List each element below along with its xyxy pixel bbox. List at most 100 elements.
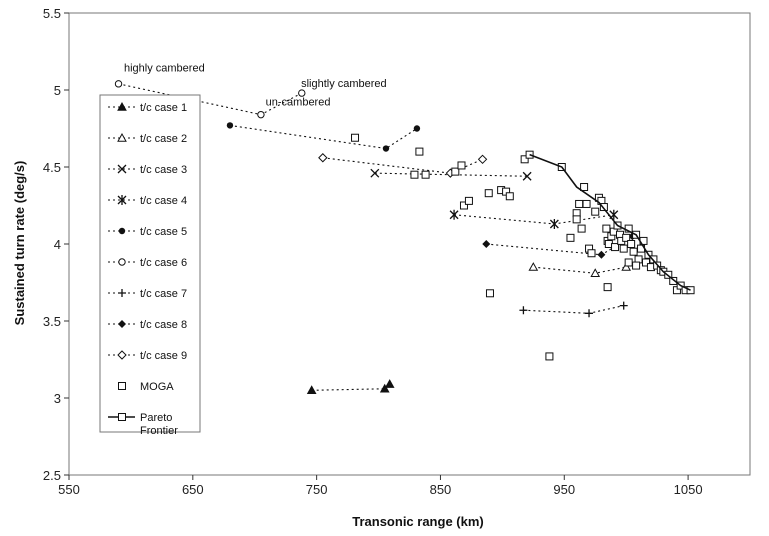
data-point: [410, 170, 419, 179]
data-point: [505, 192, 514, 201]
data-point: [298, 89, 306, 97]
data-point: [619, 244, 628, 253]
series-t-c-case-6: [114, 80, 306, 119]
data-point: [629, 247, 638, 256]
series-t-c-case-2: [528, 262, 632, 277]
data-point: [449, 209, 459, 220]
marker-stroke: [549, 218, 559, 229]
data-point: [528, 262, 539, 271]
data-point: [572, 215, 581, 224]
data-point: [545, 352, 554, 361]
data-point: [482, 240, 491, 248]
data-point: [520, 155, 529, 164]
series-line: [322, 157, 483, 174]
series-line: [311, 383, 391, 391]
data-point: [370, 168, 380, 178]
x-tick-label: 750: [306, 482, 328, 497]
annotation-label: slightly cambered: [301, 78, 387, 90]
legend-label: MOGA: [140, 381, 174, 393]
data-point: [257, 110, 265, 119]
legend-label: t/c case 6: [140, 257, 187, 269]
legend-marker: [117, 132, 127, 142]
y-tick-label: 5.5: [43, 6, 61, 21]
data-point: [611, 243, 620, 252]
x-tick-label: 1050: [674, 482, 703, 497]
y-tick-label: 4: [54, 237, 61, 252]
x-tick-label: 650: [182, 482, 204, 497]
y-tick-label: 3.5: [43, 314, 61, 329]
legend-entry: t/c case 2: [108, 132, 187, 145]
data-point: [566, 233, 575, 242]
legend-label: t/c case 8: [140, 319, 187, 331]
marker-stroke: [370, 168, 380, 178]
annotation-label: highly cambered: [124, 63, 205, 75]
data-point: [351, 133, 360, 142]
legend-entry: t/c case 7: [108, 288, 187, 300]
data-point: [603, 283, 612, 292]
marker-stroke: [117, 195, 127, 205]
marker-stroke: [449, 209, 459, 220]
legend-marker: [117, 195, 127, 205]
data-point: [587, 249, 596, 258]
data-point: [384, 379, 395, 388]
legend-entry: t/c case 8: [108, 319, 187, 331]
series-line: [529, 153, 691, 291]
data-point: [549, 218, 559, 229]
marker-stroke: [519, 306, 528, 315]
legend-marker: [118, 413, 126, 421]
data-point: [477, 154, 488, 165]
data-point: [580, 183, 589, 192]
data-point: [306, 385, 317, 394]
series-line: [454, 214, 614, 225]
legend-entry: t/c case 6: [108, 257, 187, 269]
data-point: [585, 309, 594, 318]
legend-label: t/c case 1: [140, 102, 187, 114]
data-point: [318, 153, 328, 163]
series-line: [533, 266, 627, 274]
annotation-label: un-cambered: [266, 96, 331, 108]
series-t-c-case-5: [226, 122, 421, 152]
legend-label: t/c case 5: [140, 226, 187, 238]
series-t-c-case-1: [306, 379, 395, 394]
legend-label: Frontier: [140, 425, 178, 437]
data-point: [451, 167, 460, 176]
data-point: [519, 306, 528, 315]
marker-stroke: [619, 301, 628, 310]
data-point: [669, 276, 678, 285]
legend-entry: t/c case 4: [108, 195, 187, 207]
series-pareto-frontier: [529, 153, 691, 291]
data-point: [597, 250, 606, 259]
data-point: [484, 189, 493, 198]
axes: 550 650 750 850 950 1050 2.5 3 3.5 4 4.5 5 5.5: [43, 6, 751, 497]
series-t-c-case-4: [449, 209, 619, 229]
data-point: [602, 224, 611, 233]
x-tick-label: 550: [58, 482, 80, 497]
legend-marker: [117, 350, 127, 360]
data-point: [421, 170, 430, 179]
y-tick-label: 3: [54, 391, 61, 406]
legend-marker: [118, 382, 126, 390]
data-point: [627, 240, 636, 248]
data-point: [464, 196, 473, 205]
legend-label: t/c case 7: [140, 288, 187, 300]
legend-marker: [118, 320, 126, 328]
marker-stroke: [585, 309, 594, 318]
data-point: [622, 233, 631, 242]
data-point: [599, 203, 608, 212]
data-point: [226, 122, 234, 129]
data-point: [577, 224, 586, 233]
legend-entry: t/c case 9: [108, 350, 187, 362]
series-layer: highly cambered slightly cambered un-cambe…: [114, 63, 695, 394]
data-point: [590, 268, 601, 277]
legend-entry: MOGA: [118, 381, 174, 393]
marker-stroke: [117, 164, 127, 174]
legend: t/c case 1 t/c case 2 t/c case 3 t/c case 4…: [99, 94, 201, 437]
legend-label: t/c case 2: [140, 133, 187, 145]
y-axis-label: Sustained turn rate (deg/s): [12, 161, 27, 326]
legend-label: t/c case 9: [140, 350, 187, 362]
data-point: [114, 80, 123, 88]
series-line: [229, 124, 418, 150]
data-point: [485, 289, 494, 298]
